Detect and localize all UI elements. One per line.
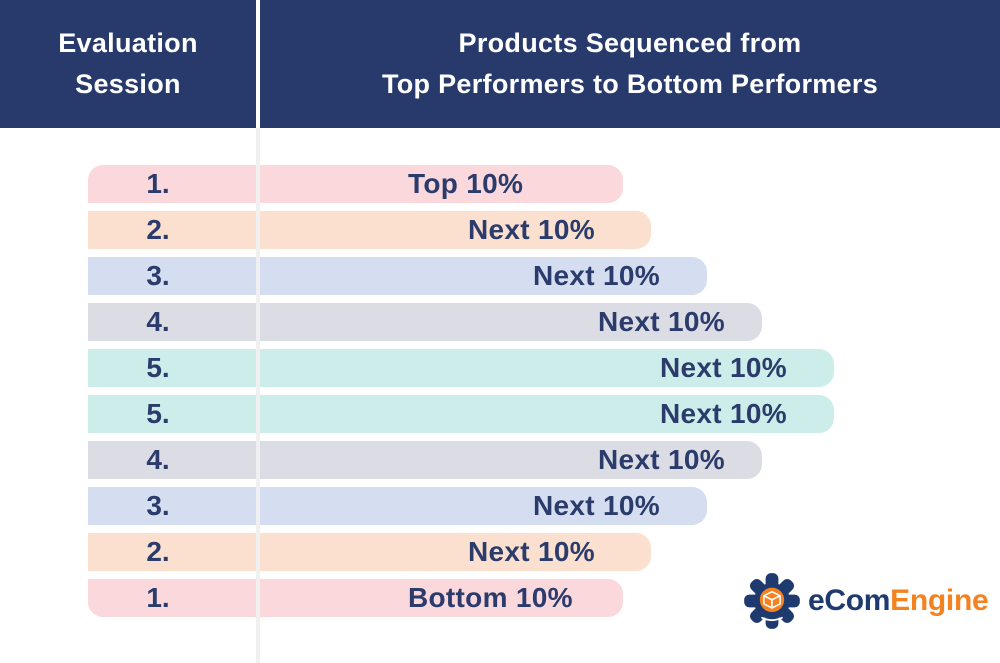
performance-label: Next 10% [598, 444, 725, 475]
column-header-products-sequenced: Products Sequenced from Top Performers t… [260, 0, 1000, 128]
ecomengine-gear-icon [744, 573, 800, 629]
column-divider-line [256, 128, 260, 663]
session-number: 4. [146, 306, 170, 337]
performance-label: Top 10% [408, 168, 524, 199]
performance-label: Next 10% [660, 352, 787, 383]
performance-label: Bottom 10% [408, 582, 573, 613]
logo-text-ecom: eCom [808, 584, 891, 617]
performance-label: Next 10% [468, 214, 595, 245]
session-number: 3. [146, 490, 170, 521]
performance-label: Next 10% [598, 306, 725, 337]
logo-text-engine: Engine [890, 584, 989, 617]
table-row: 3. Next 10% [88, 487, 707, 525]
performance-label: Next 10% [660, 398, 787, 429]
header-divider-line [256, 0, 260, 128]
table-row: 5. Next 10% [88, 349, 834, 387]
table-row: 4. Next 10% [88, 441, 762, 479]
header-right-line1: Products Sequenced from [458, 28, 802, 58]
session-number: 5. [146, 398, 170, 429]
session-number: 3. [146, 260, 170, 291]
header-right-line2: Top Performers to Bottom Performers [381, 69, 879, 99]
column-header-evaluation-session: Evaluation Session [0, 0, 256, 128]
table-row: 2. Next 10% [88, 211, 651, 249]
session-number: 4. [146, 444, 170, 475]
session-number: 5. [146, 352, 170, 383]
session-number: 2. [146, 536, 170, 567]
performance-label: Next 10% [468, 536, 595, 567]
logo-cube [763, 590, 781, 609]
logo-swoosh [761, 616, 783, 622]
header-left-line1: Evaluation [58, 28, 198, 58]
table-row: 2. Next 10% [88, 533, 651, 571]
header-left-line2: Session [75, 69, 181, 99]
table-row: 3. Next 10% [88, 257, 707, 295]
header: Evaluation Session Products Sequenced fr… [0, 0, 1000, 128]
ecomengine-logo: eComEngine [743, 572, 989, 630]
table-row: 1. Top 10% [88, 165, 623, 203]
performance-label: Next 10% [533, 490, 660, 521]
logo-text: eComEngine [808, 584, 989, 618]
session-number: 2. [146, 214, 170, 245]
performance-label: Next 10% [533, 260, 660, 291]
table-row: 1. Bottom 10% [88, 579, 623, 617]
session-number: 1. [146, 168, 170, 199]
table-row: 5. Next 10% [88, 395, 834, 433]
session-number: 1. [146, 582, 170, 613]
table-row: 4. Next 10% [88, 303, 762, 341]
evaluation-rows: 1. Top 10% 2. Next 10% 3. Next 10% 4. Next 10% 5… [88, 165, 834, 625]
